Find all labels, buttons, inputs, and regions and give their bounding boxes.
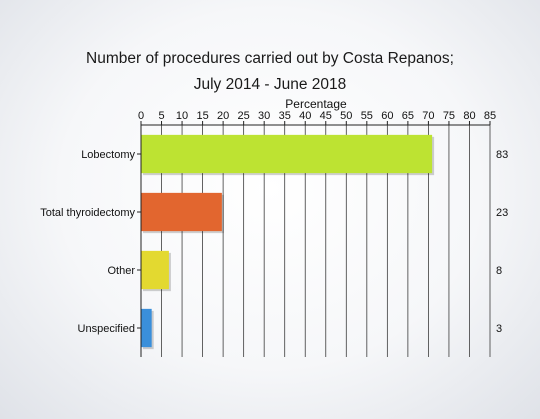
category-label: Lobectomy xyxy=(81,149,135,161)
category-label: Unspecified xyxy=(78,323,135,335)
axes: 0 5 10 15 20 25 30 35 40 45 50 55 60 65 70 75 80 85 Lobect… xyxy=(40,110,508,357)
x-tick-label: 75 xyxy=(443,110,455,122)
x-tick-label: 30 xyxy=(258,110,270,122)
x-tick-label: 20 xyxy=(217,110,229,122)
x-tick-label: 10 xyxy=(176,110,188,122)
bar xyxy=(141,192,222,232)
count-label: 3 xyxy=(496,323,502,335)
x-tick-label: 70 xyxy=(422,110,434,122)
bar xyxy=(141,134,433,174)
x-tick-label: 65 xyxy=(402,110,414,122)
x-axis-label: Percentage xyxy=(285,97,347,111)
x-tick-label: 5 xyxy=(158,110,164,122)
x-tick-label: 55 xyxy=(361,110,373,122)
count-label: 83 xyxy=(496,149,508,161)
bar xyxy=(141,250,169,290)
x-tick-label: 40 xyxy=(299,110,311,122)
bar xyxy=(141,308,152,348)
x-tick-label: 60 xyxy=(381,110,393,122)
category-label: Other xyxy=(107,265,135,277)
bars xyxy=(141,134,435,350)
x-tick-label: 0 xyxy=(138,110,144,122)
category-label: Total thyroidectomy xyxy=(40,207,135,219)
count-label: 23 xyxy=(496,207,508,219)
x-tick-label: 35 xyxy=(279,110,291,122)
x-tick-label: 50 xyxy=(340,110,352,122)
x-tick-label: 45 xyxy=(320,110,332,122)
x-tick-label: 15 xyxy=(196,110,208,122)
count-label: 8 xyxy=(496,265,502,277)
chart-subtitle: July 2014 - June 2018 xyxy=(193,76,347,93)
x-tick-label: 80 xyxy=(463,110,475,122)
x-tick-label: 25 xyxy=(238,110,250,122)
x-tick-label: 85 xyxy=(484,110,496,122)
chart-title: Number of procedures carried out by Cost… xyxy=(86,50,454,67)
